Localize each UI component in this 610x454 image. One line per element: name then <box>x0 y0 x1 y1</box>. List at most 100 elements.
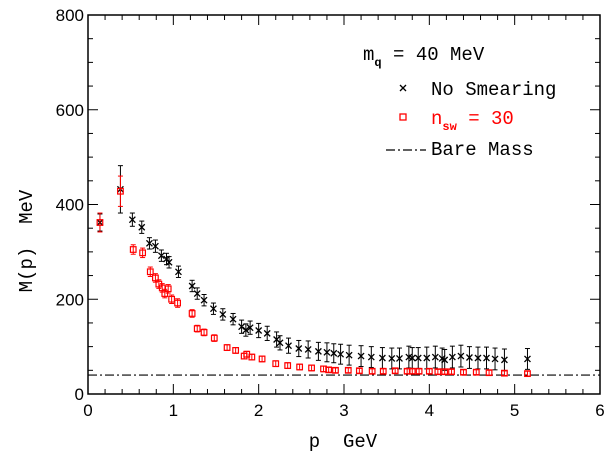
data-point <box>164 284 172 294</box>
x-marker-stroke <box>357 352 365 360</box>
x-marker-stroke <box>151 242 159 250</box>
x-marker-stroke <box>524 355 531 363</box>
data-point <box>474 346 482 370</box>
x-tick-label: 0 <box>83 401 92 420</box>
x-marker-stroke <box>128 216 136 224</box>
data-point <box>210 334 218 342</box>
data-point <box>152 273 159 283</box>
data-point <box>330 343 338 364</box>
x-marker-stroke <box>438 355 446 362</box>
legend-smeared-main: n <box>431 108 442 130</box>
data-point <box>483 346 490 370</box>
square-marker <box>379 367 387 375</box>
x-marker-stroke <box>330 349 338 357</box>
square-marker <box>174 299 182 307</box>
square-marker <box>96 219 104 226</box>
square-marker <box>448 368 455 376</box>
square-marker <box>485 369 493 377</box>
plot-border <box>87 14 601 395</box>
data-point <box>434 368 442 376</box>
y-tick-label: 200 <box>56 290 84 309</box>
x-marker-stroke <box>276 339 284 347</box>
x-tick-label: 5 <box>510 401 519 420</box>
data-point <box>344 366 352 374</box>
data-point <box>378 347 386 369</box>
data-point <box>285 337 292 354</box>
data-point <box>485 369 493 377</box>
x-marker-stroke <box>465 354 473 361</box>
data-point <box>367 346 375 368</box>
x-marker-stroke <box>295 345 303 352</box>
x-marker-stroke <box>491 355 499 363</box>
data-point <box>388 347 396 370</box>
square-marker <box>139 249 147 257</box>
square-marker <box>223 344 231 351</box>
data-point <box>355 367 363 375</box>
data-point <box>168 294 176 305</box>
y-tick-label: 400 <box>56 196 84 215</box>
square-marker <box>524 370 531 378</box>
data-point <box>304 340 312 359</box>
square-marker <box>210 334 218 342</box>
data-point <box>357 345 365 368</box>
x-marker-stroke <box>378 354 386 362</box>
square-marker <box>232 347 240 354</box>
x-tick-label: 1 <box>169 401 178 420</box>
legend-label-no-smearing: No Smearing <box>431 79 556 101</box>
plot-frame <box>87 14 601 395</box>
legend-smeared-rest: = 30 <box>457 108 514 130</box>
data-point <box>117 175 124 207</box>
data-point <box>448 345 456 369</box>
x-marker-stroke <box>314 347 322 355</box>
y-tick-label: 600 <box>56 101 84 120</box>
x-marker-stroke <box>145 239 153 247</box>
data-point <box>188 309 196 318</box>
square-marker <box>248 353 256 361</box>
data-point <box>457 344 465 368</box>
series-no-smearing <box>96 165 531 372</box>
data-point <box>146 266 154 278</box>
data-point <box>255 322 263 339</box>
legend-title-rest: = 40 MeV <box>382 44 485 66</box>
x-marker-stroke <box>500 356 508 364</box>
square-marker <box>188 310 196 317</box>
x-marker-stroke <box>229 315 237 323</box>
x-marker-stroke <box>138 223 146 231</box>
data-point <box>263 325 271 341</box>
legend-title-main: m <box>363 44 374 66</box>
data-point <box>276 335 284 351</box>
square-marker <box>472 368 480 376</box>
data-point <box>284 362 292 369</box>
data-point <box>258 355 266 363</box>
legend-smeared-sub: sw <box>442 120 457 134</box>
data-point <box>219 308 227 321</box>
square-marker <box>272 360 280 368</box>
data-point <box>368 367 376 375</box>
square-marker <box>308 364 315 372</box>
square-marker <box>117 187 124 195</box>
square-marker <box>408 367 416 375</box>
data-point <box>337 343 345 365</box>
x-axis-title: p GeV <box>309 431 378 453</box>
square-marker <box>332 366 339 374</box>
data-point <box>325 366 333 374</box>
data-point <box>465 346 473 369</box>
data-point <box>243 350 251 358</box>
x-marker-stroke <box>388 355 396 362</box>
x-marker-stroke <box>414 354 422 362</box>
x-marker-stroke <box>193 290 201 298</box>
x-marker-stroke <box>423 354 431 362</box>
square-marker <box>296 363 304 371</box>
data-point <box>151 239 159 253</box>
data-point <box>441 348 449 371</box>
data-point <box>460 368 467 376</box>
x-tick-label: 6 <box>595 401 604 420</box>
legend-label-bare-mass: Bare Mass <box>431 139 534 161</box>
data-point <box>295 339 303 358</box>
x-marker-stroke <box>304 346 312 353</box>
data-point <box>441 368 449 376</box>
y-axis-title: M(p) MeV <box>16 189 38 292</box>
x-marker-stroke <box>448 353 456 361</box>
data-point <box>223 344 231 351</box>
